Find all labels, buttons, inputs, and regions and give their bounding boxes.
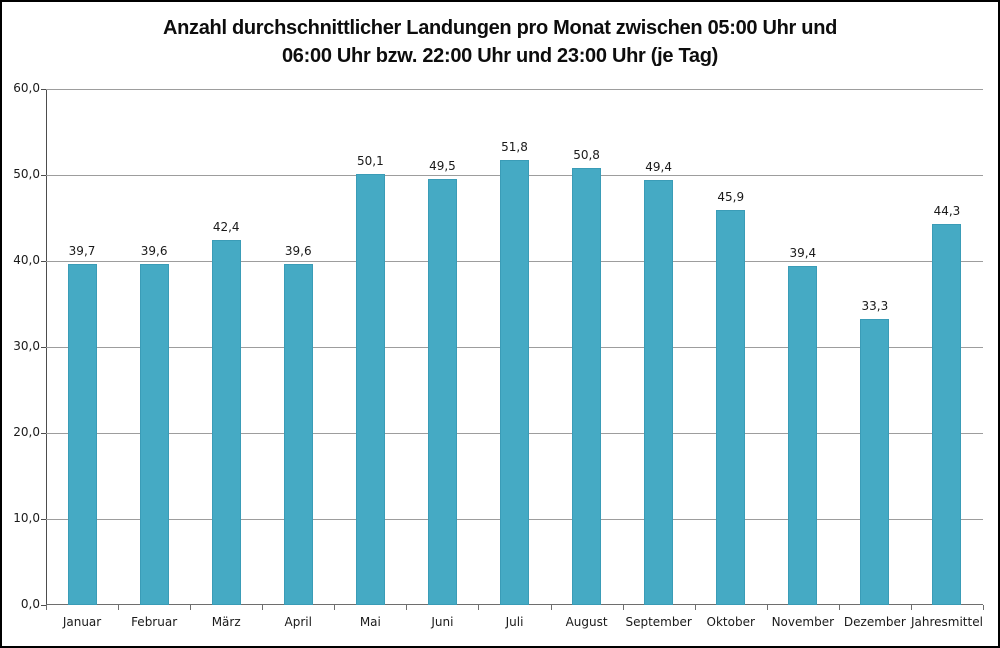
x-category-label: April xyxy=(284,615,312,629)
bar-März xyxy=(211,240,241,605)
x-axis-tick xyxy=(406,605,408,610)
bar-value-label: 49,4 xyxy=(645,160,672,175)
plot-area: 39,7 39,6 42,4 39,6 50,1 49,5 51,8 50,8 49,4 45,9… xyxy=(41,89,984,610)
x-category-label: Jahresmittel xyxy=(910,615,983,629)
bar-value-label: 39,6 xyxy=(140,244,168,259)
bar-Mai xyxy=(355,174,385,605)
y-tick-label: 40,0 xyxy=(13,253,40,267)
bar-Oktober xyxy=(716,210,746,605)
y-tick-label: 30,0 xyxy=(13,339,40,353)
chart-title: Anzahl durchschnittlicher Landungen pro … xyxy=(2,14,998,70)
y-axis-tick xyxy=(41,433,46,434)
bar-Juni xyxy=(427,179,457,605)
x-axis-tick xyxy=(478,605,480,610)
bar-value-label: 39,7 xyxy=(68,243,96,258)
x-category-label: Oktober xyxy=(706,615,755,629)
x-category-label: Mai xyxy=(359,615,381,629)
x-category-label: März xyxy=(211,615,241,629)
x-axis-tick xyxy=(190,605,192,610)
bar-value-label: 39,4 xyxy=(789,246,817,261)
bar-value-label: 42,4 xyxy=(212,220,240,235)
x-category-label: Juli xyxy=(505,615,524,629)
x-category-label: Dezember xyxy=(843,615,906,629)
y-tick-label: 10,0 xyxy=(13,511,40,525)
y-axis-tick xyxy=(41,89,46,90)
x-axis-tick xyxy=(694,605,696,610)
chart-title-line-2: 06:00 Uhr bzw. 22:00 Uhr und 23:00 Uhr (… xyxy=(281,45,718,67)
x-category-label: Februar xyxy=(131,615,178,629)
x-axis-tick xyxy=(983,605,984,610)
x-axis-tick xyxy=(118,605,120,610)
bar-value-label: 45,9 xyxy=(717,190,745,205)
y-axis-tick xyxy=(41,519,46,520)
x-axis-tick xyxy=(622,605,624,610)
bar-August xyxy=(572,168,602,605)
x-axis-tick xyxy=(334,605,336,610)
bar-Dezember xyxy=(860,318,890,605)
bar-value-label: 39,6 xyxy=(284,244,312,259)
y-tick-label: 60,0 xyxy=(13,81,40,95)
bar-Jahresmittel xyxy=(932,224,962,605)
bar-value-label: 50,8 xyxy=(573,148,600,163)
y-axis-tick xyxy=(41,605,46,606)
x-axis-tick xyxy=(46,605,47,610)
bar-Februar xyxy=(139,264,169,605)
x-axis-tick xyxy=(910,605,912,610)
bar-September xyxy=(644,180,674,605)
x-axis-tick xyxy=(838,605,840,610)
x-category-label: Juni xyxy=(431,615,454,629)
bar-value-label: 49,5 xyxy=(429,159,456,174)
y-axis-tick xyxy=(41,261,46,262)
y-tick-label: 50,0 xyxy=(13,167,40,181)
x-axis-tick xyxy=(550,605,552,610)
x-category-label: September xyxy=(625,615,692,629)
bar-value-label: 44,3 xyxy=(933,204,961,219)
bar-Januar xyxy=(67,263,97,605)
chart-title-line-1: Anzahl durchschnittlicher Landungen pro … xyxy=(162,17,838,39)
x-category-label: August xyxy=(565,615,608,629)
bar-value-label: 50,1 xyxy=(356,154,384,169)
x-category-label: November xyxy=(771,615,835,629)
bar-Juli xyxy=(500,159,529,605)
y-axis-tick xyxy=(41,175,46,176)
y-tick-label: 20,0 xyxy=(13,425,40,439)
bar-value-label: 33,3 xyxy=(861,298,889,313)
x-axis-tick xyxy=(766,605,768,610)
x-category-label: Januar xyxy=(62,615,102,629)
y-tick-label: 0,0 xyxy=(20,597,40,611)
gridline-y-60 xyxy=(46,89,983,90)
y-axis-tick xyxy=(41,347,46,348)
bar-November xyxy=(788,266,818,605)
bar-value-label: 51,8 xyxy=(501,139,528,154)
x-axis-tick xyxy=(262,605,264,610)
bar-April xyxy=(283,264,313,605)
